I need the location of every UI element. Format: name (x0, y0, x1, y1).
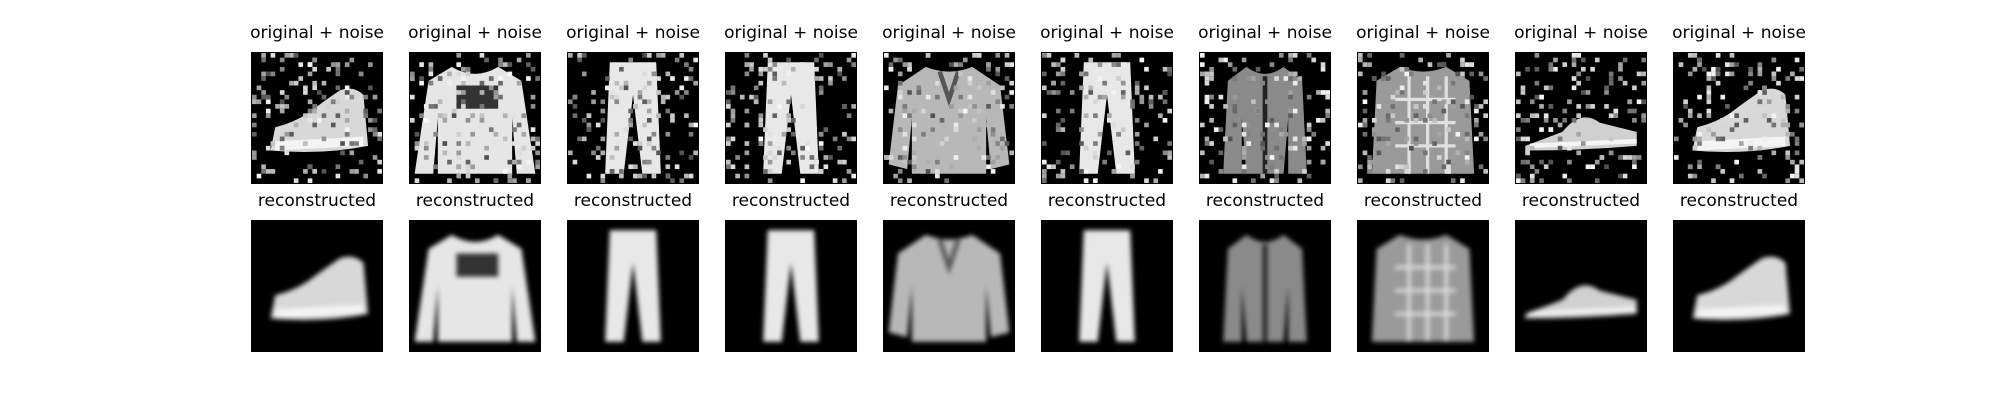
coat-image (1199, 220, 1331, 352)
trouser-image (567, 220, 699, 352)
subplot-title: reconstructed (573, 191, 693, 211)
shirt-image (883, 52, 1015, 184)
subplot-title: reconstructed (1205, 191, 1325, 211)
trouser-image (567, 52, 699, 184)
pullover-with-graphic-print-image (409, 52, 541, 184)
subplot-title: original + noise (408, 23, 542, 43)
sneaker-image (1673, 52, 1805, 184)
subplot-title: original + noise (724, 23, 858, 43)
trouser-image (1041, 220, 1173, 352)
subplot-title: reconstructed (257, 191, 377, 211)
subplot-title: reconstructed (731, 191, 851, 211)
trouser-image (725, 220, 857, 352)
subplot-title: original + noise (1198, 23, 1332, 43)
subplot-title: original + noise (250, 23, 384, 43)
subplot-title: reconstructed (1047, 191, 1167, 211)
coat-image (1199, 52, 1331, 184)
plaid-shirt-image (1357, 220, 1489, 352)
sneaker-image (251, 52, 383, 184)
subplot-title: reconstructed (415, 191, 535, 211)
pullover-with-graphic-print-image (409, 220, 541, 352)
subplot-title: original + noise (1040, 23, 1174, 43)
subplot-title: original + noise (1514, 23, 1648, 43)
sandal-image (1515, 220, 1647, 352)
subplot-title: original + noise (882, 23, 1016, 43)
subplot-title: original + noise (566, 23, 700, 43)
sneaker-image (1673, 220, 1805, 352)
sandal-image (1515, 52, 1647, 184)
subplot-title: original + noise (1356, 23, 1490, 43)
trouser-image (725, 52, 857, 184)
subplot-title: reconstructed (1521, 191, 1641, 211)
plaid-shirt-image (1357, 52, 1489, 184)
trouser-image (1041, 52, 1173, 184)
subplot-title: reconstructed (889, 191, 1009, 211)
sneaker-image (251, 220, 383, 352)
subplot-title: reconstructed (1679, 191, 1799, 211)
subplot-title: reconstructed (1363, 191, 1483, 211)
subplot-title: original + noise (1672, 23, 1806, 43)
shirt-image (883, 220, 1015, 352)
